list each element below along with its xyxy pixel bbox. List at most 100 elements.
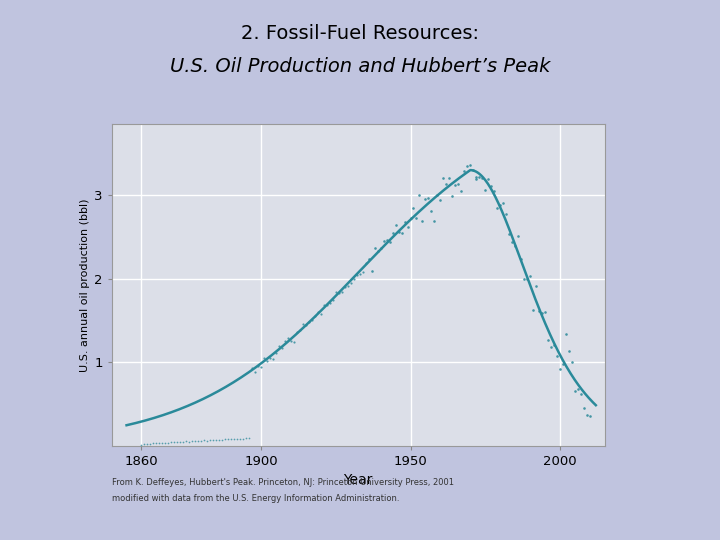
Point <box>249 367 261 376</box>
Point <box>575 389 587 398</box>
Point <box>153 439 165 448</box>
Point <box>410 214 422 222</box>
Point <box>303 318 315 327</box>
Point <box>527 306 539 314</box>
Point <box>542 335 554 344</box>
Point <box>240 434 252 442</box>
Point <box>378 237 390 245</box>
Point <box>552 352 563 360</box>
Point <box>488 186 500 195</box>
Text: 2. Fossil-Fuel Resources:: 2. Fossil-Fuel Resources: <box>241 24 479 43</box>
Point <box>536 308 548 317</box>
Point <box>351 271 362 280</box>
Point <box>506 237 518 246</box>
Point <box>477 174 488 183</box>
Point <box>142 440 153 448</box>
Point <box>470 174 482 183</box>
Point <box>581 411 593 420</box>
Text: modified with data from the U.S. Energy Information Administration.: modified with data from the U.S. Energy … <box>112 494 399 503</box>
Point <box>264 354 276 362</box>
Point <box>387 229 398 238</box>
Point <box>449 181 461 190</box>
Point <box>225 435 237 444</box>
Point <box>426 207 437 215</box>
Point <box>363 255 374 264</box>
Point <box>498 199 509 207</box>
Point <box>258 354 270 363</box>
Point <box>282 333 294 342</box>
Point <box>408 204 419 212</box>
Point <box>399 218 410 226</box>
Point <box>572 385 584 394</box>
Point <box>531 281 542 290</box>
Point <box>199 436 210 444</box>
Point <box>357 268 369 277</box>
Point <box>470 173 482 181</box>
Point <box>267 354 279 363</box>
Point <box>366 266 377 275</box>
Point <box>273 341 284 350</box>
Point <box>168 438 180 447</box>
Point <box>192 437 204 446</box>
Point <box>276 343 288 352</box>
Point <box>446 192 458 201</box>
Point <box>444 174 455 183</box>
Point <box>369 244 380 253</box>
Point <box>285 337 297 346</box>
Point <box>393 228 405 237</box>
Point <box>584 411 595 420</box>
Point <box>148 439 159 448</box>
Point <box>428 217 440 226</box>
Point <box>405 214 416 222</box>
Point <box>261 357 273 366</box>
Point <box>360 259 372 268</box>
Point <box>213 436 225 444</box>
Point <box>513 231 524 240</box>
Point <box>166 438 177 447</box>
Point <box>518 275 530 284</box>
Point <box>178 438 189 447</box>
Point <box>288 338 300 346</box>
Point <box>160 439 171 448</box>
Point <box>482 174 494 183</box>
Point <box>548 341 559 349</box>
Point <box>324 299 336 307</box>
Point <box>252 362 264 370</box>
Point <box>554 364 566 373</box>
Point <box>321 301 333 309</box>
Point <box>300 321 312 329</box>
Point <box>256 363 267 372</box>
Point <box>204 436 216 444</box>
Point <box>534 307 545 315</box>
Point <box>228 435 240 443</box>
Point <box>220 435 231 444</box>
Point <box>243 434 255 442</box>
Point <box>291 328 302 336</box>
Point <box>467 166 479 174</box>
Point <box>492 204 503 213</box>
Point <box>423 194 434 202</box>
Point <box>441 180 452 188</box>
Point <box>136 440 148 449</box>
Point <box>354 269 366 278</box>
Point <box>163 438 174 447</box>
Point <box>503 230 515 239</box>
Point <box>217 435 228 444</box>
Point <box>432 191 444 199</box>
Point <box>516 254 527 263</box>
Point <box>500 210 512 219</box>
Point <box>139 440 150 448</box>
Point <box>333 289 345 298</box>
Point <box>202 436 213 445</box>
Point <box>210 436 222 445</box>
Point <box>294 326 306 335</box>
Point <box>222 435 234 444</box>
Point <box>372 246 383 255</box>
Point <box>545 342 557 351</box>
Point <box>384 238 395 247</box>
Point <box>566 357 577 366</box>
Point <box>145 439 156 448</box>
Point <box>474 173 485 181</box>
Point <box>238 434 249 443</box>
Point <box>336 288 348 296</box>
